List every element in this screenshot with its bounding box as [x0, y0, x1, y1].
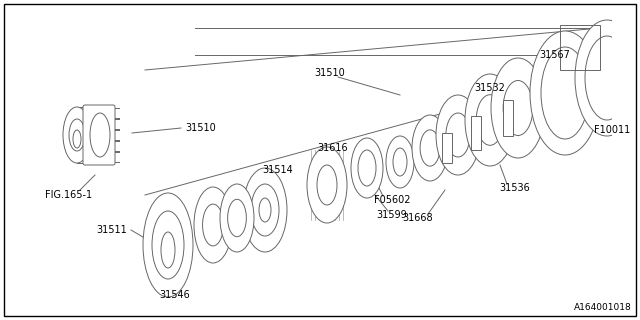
Ellipse shape — [317, 165, 337, 205]
Ellipse shape — [161, 232, 175, 268]
Ellipse shape — [412, 115, 448, 181]
Ellipse shape — [90, 113, 110, 157]
Text: 31668: 31668 — [403, 213, 433, 223]
Ellipse shape — [351, 138, 383, 198]
Ellipse shape — [143, 193, 193, 297]
Ellipse shape — [585, 36, 629, 120]
Text: F05602: F05602 — [374, 195, 410, 205]
Bar — [612, 18, 640, 138]
Ellipse shape — [259, 198, 271, 222]
Ellipse shape — [465, 74, 515, 166]
Text: 31616: 31616 — [317, 143, 348, 153]
Ellipse shape — [530, 31, 600, 155]
Ellipse shape — [73, 130, 81, 148]
Text: A164001018: A164001018 — [574, 303, 632, 312]
Ellipse shape — [202, 204, 223, 246]
Ellipse shape — [436, 95, 480, 175]
Ellipse shape — [575, 20, 639, 136]
Ellipse shape — [476, 95, 504, 145]
Ellipse shape — [152, 211, 184, 279]
Bar — [503, 100, 513, 136]
Ellipse shape — [420, 130, 440, 166]
Ellipse shape — [243, 168, 287, 252]
Text: FIG.165-1: FIG.165-1 — [45, 190, 93, 200]
Text: 31532: 31532 — [475, 83, 506, 93]
Ellipse shape — [307, 147, 347, 223]
Ellipse shape — [358, 150, 376, 186]
Ellipse shape — [69, 119, 85, 151]
Text: 31514: 31514 — [262, 165, 293, 175]
FancyBboxPatch shape — [83, 105, 115, 165]
Ellipse shape — [503, 81, 533, 135]
Ellipse shape — [228, 199, 246, 237]
Ellipse shape — [446, 113, 470, 157]
Text: 31510: 31510 — [185, 123, 216, 133]
Text: 31546: 31546 — [159, 290, 190, 300]
Text: 31567: 31567 — [540, 50, 570, 60]
Bar — [442, 133, 452, 163]
Ellipse shape — [541, 47, 589, 139]
Ellipse shape — [63, 107, 91, 163]
Text: 31536: 31536 — [500, 183, 531, 193]
Ellipse shape — [491, 58, 545, 158]
Ellipse shape — [251, 184, 279, 236]
Ellipse shape — [220, 184, 254, 252]
Ellipse shape — [386, 136, 414, 188]
Ellipse shape — [194, 187, 232, 263]
Ellipse shape — [393, 148, 407, 176]
Text: 31599: 31599 — [376, 210, 408, 220]
Text: 31510: 31510 — [315, 68, 346, 78]
Bar — [471, 116, 481, 150]
Text: F10011: F10011 — [594, 125, 630, 135]
Text: 31511: 31511 — [96, 225, 127, 235]
